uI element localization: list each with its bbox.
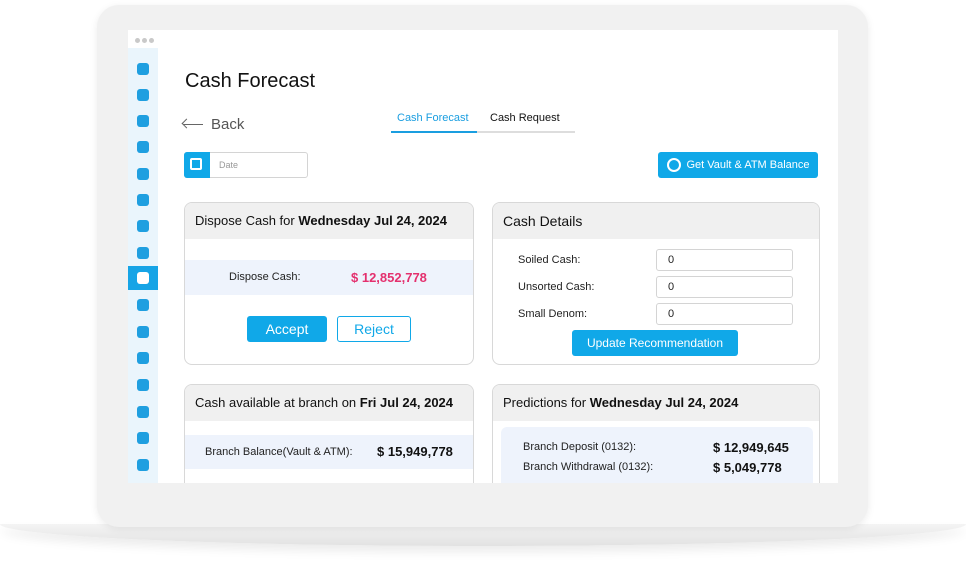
card-header: Predictions for Wednesday Jul 24, 2024 — [493, 385, 819, 421]
accept-button[interactable]: Accept — [247, 316, 327, 342]
card-header: Dispose Cash for Wednesday Jul 24, 2024 — [185, 203, 473, 239]
card-header: Cash available at branch on Fri Jul 24, … — [185, 385, 473, 421]
field-label: Unsorted Cash: — [518, 281, 595, 293]
nav-icon[interactable] — [137, 299, 149, 311]
row-label: Branch Deposit (0132): — [523, 441, 637, 453]
row-label: Branch Withdrawal (0132): — [523, 461, 654, 473]
field-input[interactable]: 0 — [656, 303, 793, 325]
dot — [149, 38, 154, 43]
branch-card: Cash available at branch on Fri Jul 24, … — [184, 384, 474, 483]
cash-details-card: Cash Details Update Recommendation Soile… — [492, 202, 820, 365]
label: Dispose Cash: — [229, 271, 301, 283]
tab[interactable]: Cash Request — [490, 112, 560, 124]
back-link[interactable]: Back — [211, 116, 245, 133]
nav-icon[interactable] — [137, 406, 149, 418]
nav-icon[interactable] — [137, 115, 149, 127]
card-date: Fri Jul 24, 2024 — [359, 395, 454, 410]
tab-line — [391, 131, 575, 133]
value: $ 12,852,778 — [351, 270, 427, 285]
panel — [501, 427, 813, 483]
card-date: Wednesday Jul 24, 2024 — [298, 213, 447, 228]
card-date: Wednesday Jul 24, 2024 — [589, 395, 739, 410]
row-value: $ 12,949,645 — [713, 440, 789, 455]
row-band — [185, 435, 473, 469]
nav-icon[interactable] — [137, 352, 149, 364]
dot — [135, 38, 140, 43]
nav-icon[interactable] — [137, 326, 149, 338]
row-label: Branch Balance(Vault & ATM): — [205, 446, 353, 458]
calendar-icon[interactable] — [184, 152, 210, 178]
nav-icon[interactable] — [137, 379, 149, 391]
nav-icon[interactable] — [137, 220, 149, 232]
nav-icon[interactable] — [137, 432, 149, 444]
card-header: Cash Details — [493, 203, 819, 239]
dot — [142, 38, 147, 43]
reject-button[interactable]: Reject — [337, 316, 411, 342]
field-label: Small Denom: — [518, 308, 588, 320]
card-title: Cash Details — [503, 213, 583, 229]
laptop-base — [0, 524, 966, 546]
balance-button[interactable]: Get Vault & ATM Balance — [658, 152, 818, 178]
tab-active-line — [391, 131, 477, 133]
predictions-card: Predictions for Wednesday Jul 24, 2024 B… — [492, 384, 820, 483]
nav-icon[interactable] — [137, 89, 149, 101]
nav-icon[interactable] — [137, 168, 149, 180]
sidebar — [128, 48, 158, 483]
row-value: $ 15,949,778 — [377, 444, 453, 459]
field-label: Soiled Cash: — [518, 254, 581, 266]
card-title: Cash available at branch on — [195, 395, 357, 410]
card-title: Dispose Cash for — [195, 213, 295, 228]
back-arrow — [183, 124, 203, 125]
nav-icon[interactable] — [137, 141, 149, 153]
field-input[interactable]: 0 — [656, 249, 793, 271]
row-value: $ 5,049,778 — [713, 460, 782, 475]
page-title: Cash Forecast — [185, 70, 316, 92]
back-arrow-head — [181, 118, 192, 129]
row-band — [185, 260, 473, 295]
card-title: Predictions for — [503, 395, 587, 410]
dispose-card: Dispose Cash for Wednesday Jul 24, 2024 … — [184, 202, 474, 365]
update-button[interactable]: Update Recommendation — [572, 330, 738, 356]
nav-icon[interactable] — [137, 247, 149, 259]
nav-icon[interactable] — [137, 459, 149, 471]
search-icon — [667, 158, 681, 172]
screen: Cash Forecast Back Cash Forecast Cash Re… — [128, 30, 838, 483]
field-input[interactable]: 0 — [656, 276, 793, 298]
calendar-glyph — [190, 158, 202, 170]
nav-icon[interactable] — [137, 194, 149, 206]
nav-icon[interactable] — [137, 272, 149, 284]
nav-icon[interactable] — [137, 63, 149, 75]
tab[interactable]: Cash Forecast — [397, 112, 469, 124]
